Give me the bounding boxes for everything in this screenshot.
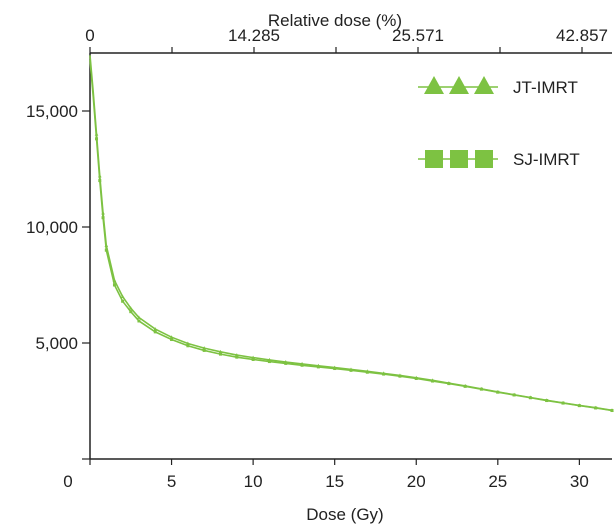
data-point <box>349 368 353 372</box>
data-point <box>431 379 435 383</box>
x-axis-title: Dose (Gy) <box>306 505 383 524</box>
y-tick-label: 15,000 <box>26 102 78 121</box>
top-tick-label: 25.571 <box>392 26 444 45</box>
data-point <box>169 335 174 339</box>
data-point <box>398 374 402 378</box>
data-point <box>610 409 614 413</box>
data-point <box>545 399 549 403</box>
data-point <box>120 294 125 298</box>
data-point <box>218 349 223 354</box>
y-tick-label: 10,000 <box>26 218 78 237</box>
data-point <box>267 360 271 364</box>
legend-marker <box>474 76 494 94</box>
y-tick-label: 5,000 <box>35 334 78 353</box>
data-point <box>235 355 239 359</box>
top-tick-label: 0 <box>85 26 94 45</box>
data-point <box>235 353 239 357</box>
origin-label: 0 <box>63 472 72 491</box>
data-point <box>284 361 288 365</box>
top-tick-label: 42.857 <box>556 26 608 45</box>
data-point <box>300 363 304 367</box>
data-point <box>251 357 255 361</box>
data-point <box>202 346 206 350</box>
data-point <box>153 327 158 331</box>
data-point <box>463 384 467 388</box>
data-point <box>98 179 102 183</box>
data-point <box>414 376 418 380</box>
legend: JT-IMRT SJ-IMRT <box>418 76 580 169</box>
data-point <box>95 137 99 141</box>
data-point <box>170 338 174 342</box>
data-point <box>137 315 141 319</box>
data-point <box>561 401 565 405</box>
x-tick-label: 25 <box>488 472 507 491</box>
x-tick-label: 30 <box>570 472 589 491</box>
legend-marker <box>450 150 468 168</box>
data-point <box>186 344 190 348</box>
data-point <box>137 319 141 323</box>
data-point <box>104 248 108 252</box>
data-point <box>121 299 125 303</box>
data-point <box>594 406 598 410</box>
series-line-jt-imrt <box>89 55 613 412</box>
x-tick-label: 15 <box>325 472 344 491</box>
data-point <box>129 310 133 314</box>
data-point <box>219 352 222 356</box>
data-point <box>480 387 483 391</box>
data-point <box>202 348 206 352</box>
data-point <box>447 382 451 386</box>
x-tick-label: 10 <box>244 472 263 491</box>
data-point <box>382 372 386 376</box>
data-point <box>577 404 581 408</box>
data-point <box>496 390 500 394</box>
legend-label: JT-IMRT <box>513 78 578 97</box>
axes: 0 5 10 15 20 25 30 5,000 10,000 15,000 0 14.285 25.5… <box>26 26 612 491</box>
top-tick-label: 14.285 <box>228 26 280 45</box>
data-point <box>512 393 516 397</box>
data-point <box>112 283 116 287</box>
legend-label: SJ-IMRT <box>513 150 580 169</box>
data-point <box>365 370 369 374</box>
x-tick-label: 5 <box>167 472 176 491</box>
legend-marker <box>475 150 493 168</box>
top-axis-title: Relative dose (%) <box>268 11 402 30</box>
data-point <box>528 396 532 400</box>
data-point <box>101 216 105 220</box>
plot-area <box>89 55 614 413</box>
data-point <box>316 365 320 369</box>
data-point <box>153 330 157 334</box>
data-point <box>186 341 190 345</box>
legend-marker <box>449 76 469 94</box>
x-tick-label: 20 <box>407 472 426 491</box>
legend-marker <box>424 76 444 94</box>
series-line-sj-imrt <box>89 59 613 412</box>
legend-marker <box>425 150 443 168</box>
data-point <box>333 367 337 371</box>
data-point <box>128 306 133 310</box>
